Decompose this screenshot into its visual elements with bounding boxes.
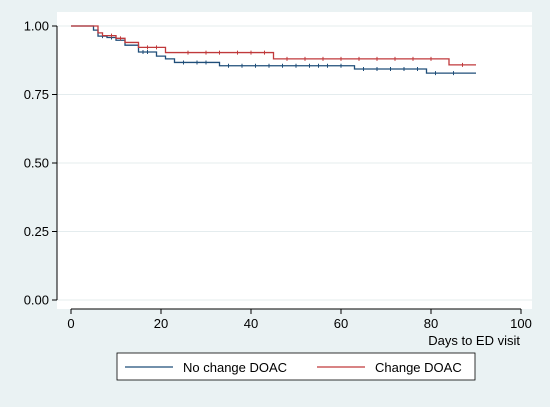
axes [52, 25, 522, 314]
legend-label-no-change-doac: No change DOAC [183, 360, 287, 375]
x-tick-label-2: 40 [244, 316, 258, 331]
legend-box [116, 352, 476, 381]
x-tick-label-5: 100 [510, 316, 532, 331]
y-tick-label-3: 0.75 [24, 87, 49, 102]
grid-lines [57, 25, 532, 301]
legend-label-change-doac: Change DOAC [375, 360, 462, 375]
tick-labels: 0.00 0.25 0.50 0.75 1.00 0 20 40 60 80 100 [24, 19, 532, 332]
y-tick-label-0: 0.00 [24, 293, 49, 308]
x-tick-label-0: 0 [67, 316, 74, 331]
x-tick-label-4: 80 [424, 316, 438, 331]
y-tick-label-1: 0.25 [24, 224, 49, 239]
series-line-change-doac [71, 25, 476, 66]
plot-panel [57, 12, 532, 309]
x-tick-label-1: 20 [154, 316, 168, 331]
y-tick-label-2: 0.50 [24, 156, 49, 171]
legend: No change DOAC Change DOAC [116, 352, 476, 381]
y-tick-label-4: 1.00 [24, 19, 49, 34]
series-layer [71, 25, 476, 76]
x-tick-label-3: 60 [334, 316, 348, 331]
x-axis-label: Days to ED visit [428, 333, 520, 348]
